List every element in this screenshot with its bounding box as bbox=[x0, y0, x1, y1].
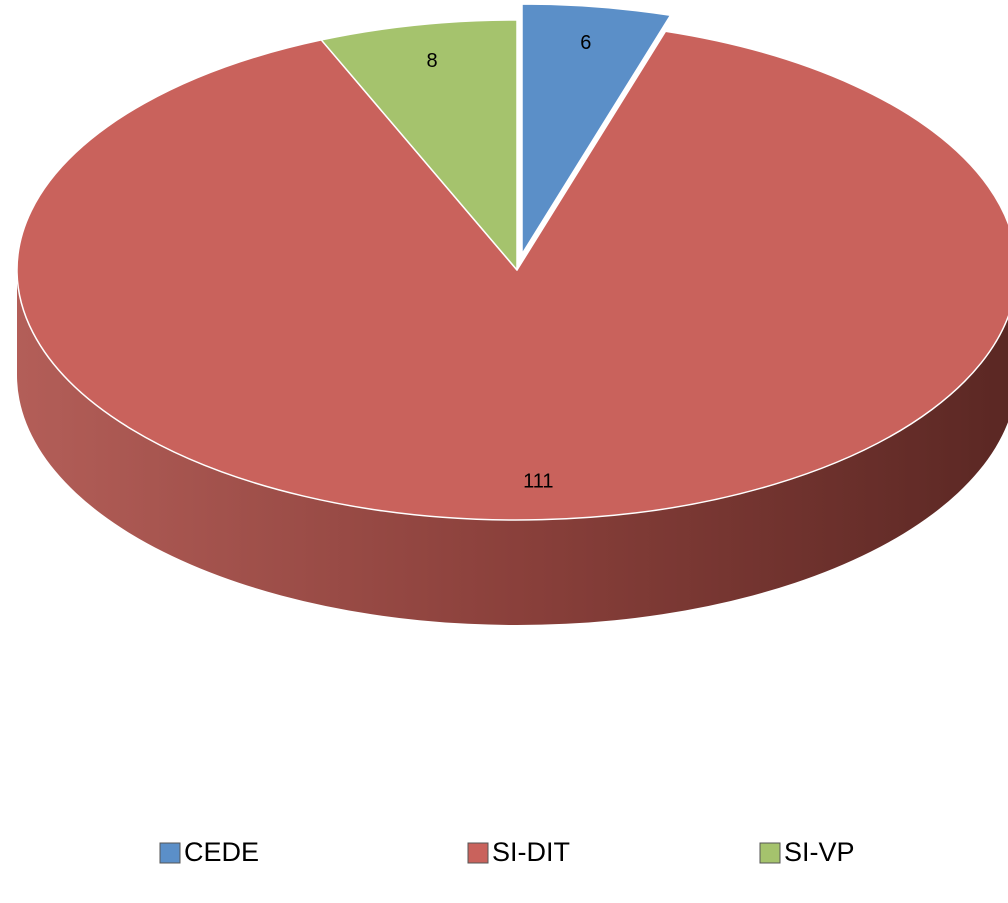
pie-slice bbox=[521, 3, 672, 255]
data-label: 111 bbox=[523, 471, 553, 493]
legend-swatch bbox=[759, 842, 781, 864]
data-label: 6 bbox=[580, 32, 591, 54]
legend-label: CEDE bbox=[184, 837, 259, 867]
legend-label: SI-DIT bbox=[492, 837, 570, 867]
pie-slice bbox=[16, 30, 1008, 521]
legend-label: SI-VP bbox=[784, 837, 855, 867]
legend-swatch bbox=[159, 842, 181, 864]
pie-slice bbox=[320, 19, 518, 271]
legend-swatch bbox=[467, 842, 489, 864]
pie-side bbox=[17, 270, 1008, 625]
data-label: 8 bbox=[427, 50, 438, 72]
